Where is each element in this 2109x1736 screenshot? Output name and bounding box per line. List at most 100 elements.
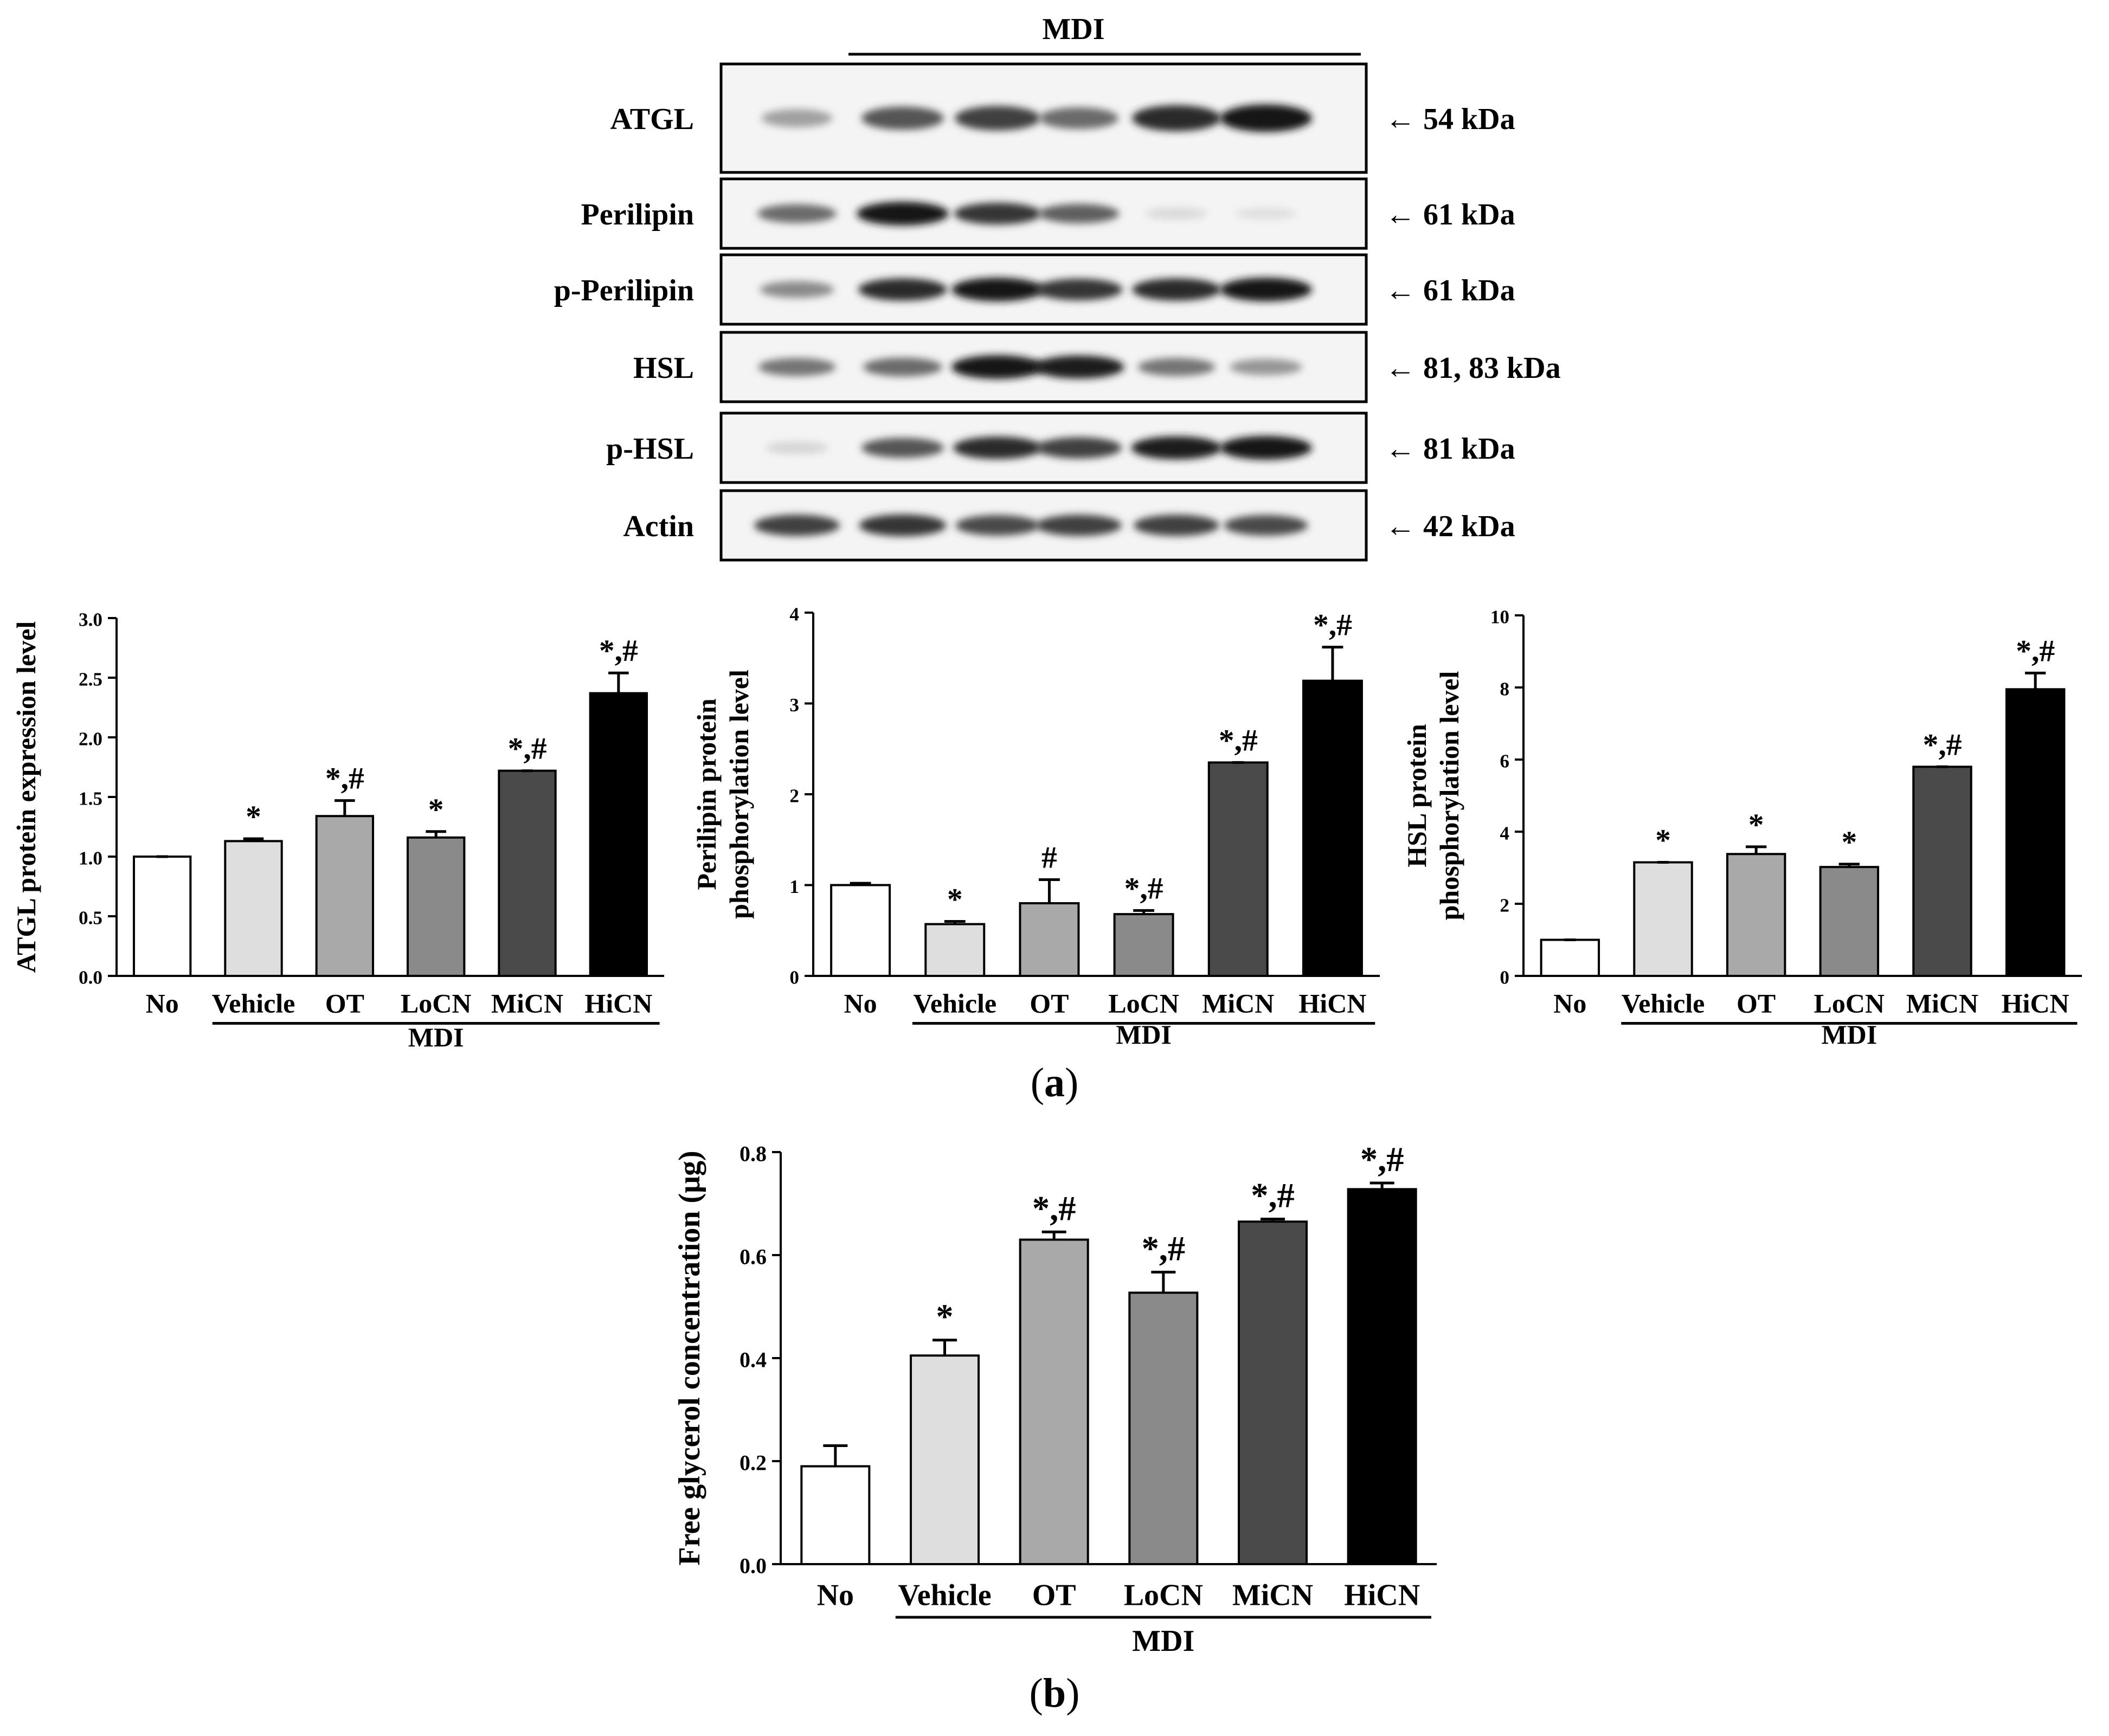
x-tick-label: No	[844, 988, 877, 1019]
blot-protein-label: Actin	[623, 510, 694, 543]
y-tick-label: 6	[1500, 751, 1509, 772]
blot-band	[1230, 358, 1302, 376]
atgl-chart: 0.0 0.5 1.0 1.5 2.0 2.5 3.0 ATGL protein expres…	[11, 609, 664, 1052]
x-tick-label: HiCN	[1298, 988, 1366, 1019]
group-label: MDI	[408, 1022, 464, 1052]
blot-band	[863, 357, 942, 377]
blot-band	[951, 355, 1044, 379]
blot-band	[1033, 355, 1124, 379]
blot-protein-label: Perilipin	[581, 198, 694, 232]
hsl-chart: 0 2 4 6 8 10 HSL protein phosphorylation level N…	[1401, 607, 2082, 1050]
y-tick-label: 4	[1500, 823, 1509, 844]
significance-mark: *,#	[2016, 634, 2055, 668]
significance-mark: *,#	[1219, 723, 1258, 757]
y-tick-label: 0.5	[79, 908, 102, 929]
blot-band	[1145, 207, 1208, 220]
significance-mark: *,#	[1142, 1229, 1186, 1268]
blot-band	[1132, 278, 1221, 301]
x-tick-label: LoCN	[1814, 988, 1885, 1019]
blot-band	[1131, 436, 1222, 460]
blot-band	[951, 278, 1044, 301]
y-tick-label: 0	[789, 967, 799, 988]
western-blot: MDINoVehicleOTLoCNMiCNHiCNATGL← 54 kDaPe…	[554, 12, 1561, 562]
blot-protein-label: HSL	[633, 351, 694, 385]
y-axis-label: phosphorylation level	[1434, 671, 1464, 921]
blot-band	[861, 106, 944, 130]
blot-band	[1220, 436, 1312, 460]
significance-mark: *,#	[1313, 608, 1352, 642]
bar	[1726, 853, 1786, 977]
blot-size-label: ← 61 kDa	[1385, 274, 1515, 307]
bar	[2005, 688, 2066, 977]
y-tick-label: 0.6	[740, 1245, 767, 1269]
blot-band	[955, 106, 1040, 131]
bar	[1207, 761, 1269, 977]
bar	[830, 884, 891, 977]
x-tick-label: No	[817, 1579, 854, 1612]
x-tick-label: No	[1553, 988, 1586, 1019]
y-tick-label: 0.0	[79, 967, 102, 988]
y-tick-label: 10	[1490, 607, 1509, 628]
x-tick-label: OT	[1032, 1579, 1076, 1612]
group-label: MDI	[1116, 1019, 1172, 1050]
y-tick-label: 4	[789, 604, 799, 625]
bar	[1819, 866, 1880, 978]
blot-band	[761, 109, 833, 127]
x-tick-label: MiCN	[1906, 988, 1978, 1019]
bar	[1128, 1291, 1199, 1566]
y-axis-label: Perilipin protein	[691, 698, 722, 890]
bar	[924, 923, 986, 978]
bar	[1237, 1220, 1308, 1565]
y-tick-label: 1.5	[79, 788, 102, 809]
y-tick-label: 3.0	[79, 609, 102, 631]
x-tick-label: OT	[1030, 988, 1069, 1019]
x-tick-label: Vehicle	[913, 988, 996, 1019]
perilipin-chart: 0 1 2 3 4 Perilipin protein phosphorylation le…	[691, 604, 1380, 1050]
panel-label-a: (a)	[1031, 1060, 1079, 1105]
significance-mark: *	[1841, 825, 1857, 859]
blot-size-label: ← 42 kDa	[1385, 510, 1515, 543]
x-tick-label: Vehicle	[1622, 988, 1705, 1019]
x-tick-label: LoCN	[1108, 988, 1179, 1019]
blot-band	[953, 436, 1042, 459]
group-label: MDI	[1821, 1019, 1877, 1050]
blot-band	[1134, 515, 1219, 536]
x-tick-label: Vehicle	[212, 988, 295, 1019]
bar	[1912, 766, 1972, 978]
blot-protein-label: p-HSL	[606, 432, 694, 466]
bar	[800, 1465, 871, 1565]
blot-band	[955, 515, 1040, 536]
y-tick-label: 3	[789, 695, 799, 716]
bar	[1019, 902, 1080, 977]
blot-size-label: ← 81, 83 kDa	[1385, 351, 1561, 385]
y-tick-label: 0	[1500, 967, 1509, 988]
significance-mark: *,#	[1251, 1176, 1295, 1215]
bar	[498, 769, 557, 977]
blot-band	[1036, 437, 1122, 459]
blot-size-label: ← 61 kDa	[1385, 198, 1515, 232]
group-label: MDI	[1132, 1624, 1194, 1658]
x-tick-label: MiCN	[1202, 988, 1274, 1019]
significance-mark: *	[1748, 808, 1764, 842]
glycerol-chart: 0.0 0.2 0.4 0.6 0.8 Free glycerol concentrati…	[673, 1140, 1437, 1658]
significance-mark: *,#	[1032, 1189, 1076, 1227]
x-tick-label: HiCN	[584, 988, 652, 1019]
blot-band	[1035, 278, 1123, 301]
blot-band	[861, 438, 944, 458]
x-tick-label: LoCN	[1124, 1579, 1203, 1612]
significance-mark: *	[246, 800, 261, 834]
bar	[1113, 913, 1174, 977]
bar	[1019, 1238, 1089, 1565]
y-tick-label: 2	[1500, 895, 1509, 916]
bar	[1633, 861, 1693, 978]
y-tick-label: 0.0	[740, 1554, 767, 1578]
y-axis-label: HSL protein	[1401, 724, 1432, 867]
bar	[1347, 1188, 1417, 1565]
bar	[589, 692, 648, 977]
x-tick-label: MiCN	[491, 988, 563, 1019]
blot-band	[766, 441, 828, 454]
y-tick-label: 8	[1500, 679, 1509, 700]
y-tick-label: 1.0	[79, 848, 102, 869]
y-tick-label: 0.4	[740, 1348, 767, 1372]
